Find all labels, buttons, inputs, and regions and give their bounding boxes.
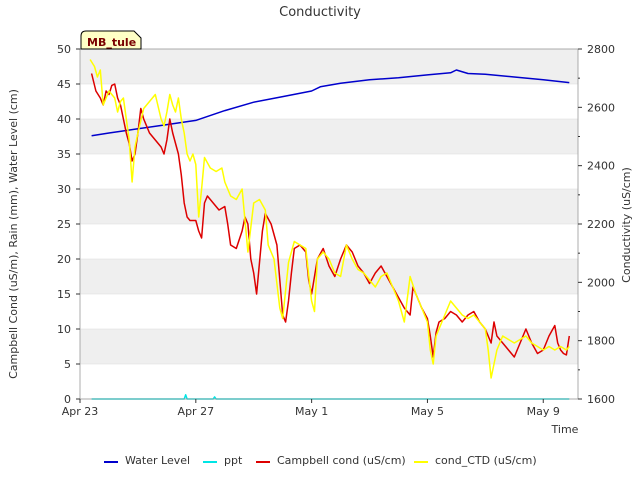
legend-item-3: cond_CTD (uS/cm) <box>414 454 537 467</box>
right-tick-label: 2600 <box>587 101 615 114</box>
x-tick-label: Apr 23 <box>62 405 99 418</box>
left-tick-label: 30 <box>57 183 71 196</box>
chart-title: Conductivity <box>279 5 361 20</box>
right-tick-label: 2400 <box>587 160 615 173</box>
right-tick-label: 2200 <box>587 218 615 231</box>
left-tick-label: 10 <box>57 323 71 336</box>
grid-band <box>80 189 578 224</box>
x-axis-title: Time <box>551 423 579 436</box>
series-line-3 <box>89 59 570 379</box>
legend-label: Campbell cond (uS/cm) <box>277 454 406 467</box>
legend: Water Level ppt Campbell cond (uS/cm) cond_… <box>104 454 537 467</box>
legend-label: Water Level <box>125 454 190 467</box>
left-tick-label: 35 <box>57 148 71 161</box>
left-tick-label: 40 <box>57 113 71 126</box>
x-tick-label: May 1 <box>295 405 328 418</box>
site-badge-background <box>80 30 142 50</box>
grid-band <box>80 49 578 84</box>
legend-item-2: Campbell cond (uS/cm) <box>256 454 406 467</box>
axes-layer: 0 5 10 15 20 25 30 35 40 45 50 1600 1800 2000 2200 2400… <box>57 43 615 418</box>
grid-band <box>80 119 578 154</box>
grid-band <box>80 329 578 364</box>
left-y-axis-title: Campbell Cond (uS/m), Rain (mm), Water L… <box>7 89 20 379</box>
right-tick-label: 1800 <box>587 335 615 348</box>
x-tick-label: Apr 27 <box>178 405 215 418</box>
right-tick-label: 2800 <box>587 43 615 56</box>
left-tick-label: 5 <box>64 358 71 371</box>
right-tick-label: 1600 <box>587 393 615 406</box>
grid-bands <box>80 49 578 400</box>
left-tick-label: 0 <box>64 393 71 406</box>
right-tick-label: 2000 <box>587 276 615 289</box>
series-line-0 <box>91 69 570 137</box>
left-tick-label: 25 <box>57 218 71 231</box>
left-tick-label: 50 <box>57 43 71 56</box>
legend-item-0: Water Level <box>104 454 190 467</box>
site-badge: MB_tule <box>80 30 142 50</box>
left-tick-label: 20 <box>57 253 71 266</box>
x-tick-label: May 5 <box>411 405 444 418</box>
x-tick-label: May 9 <box>527 405 560 418</box>
legend-item-1: ppt <box>203 454 243 467</box>
legend-label: ppt <box>224 454 243 467</box>
left-tick-label: 45 <box>57 78 71 91</box>
legend-label: cond_CTD (uS/cm) <box>435 454 537 467</box>
left-tick-label: 15 <box>57 288 71 301</box>
right-y-axis-title: Conductivity (uS/cm) <box>620 167 633 283</box>
site-badge-label: MB_tule <box>87 36 136 49</box>
